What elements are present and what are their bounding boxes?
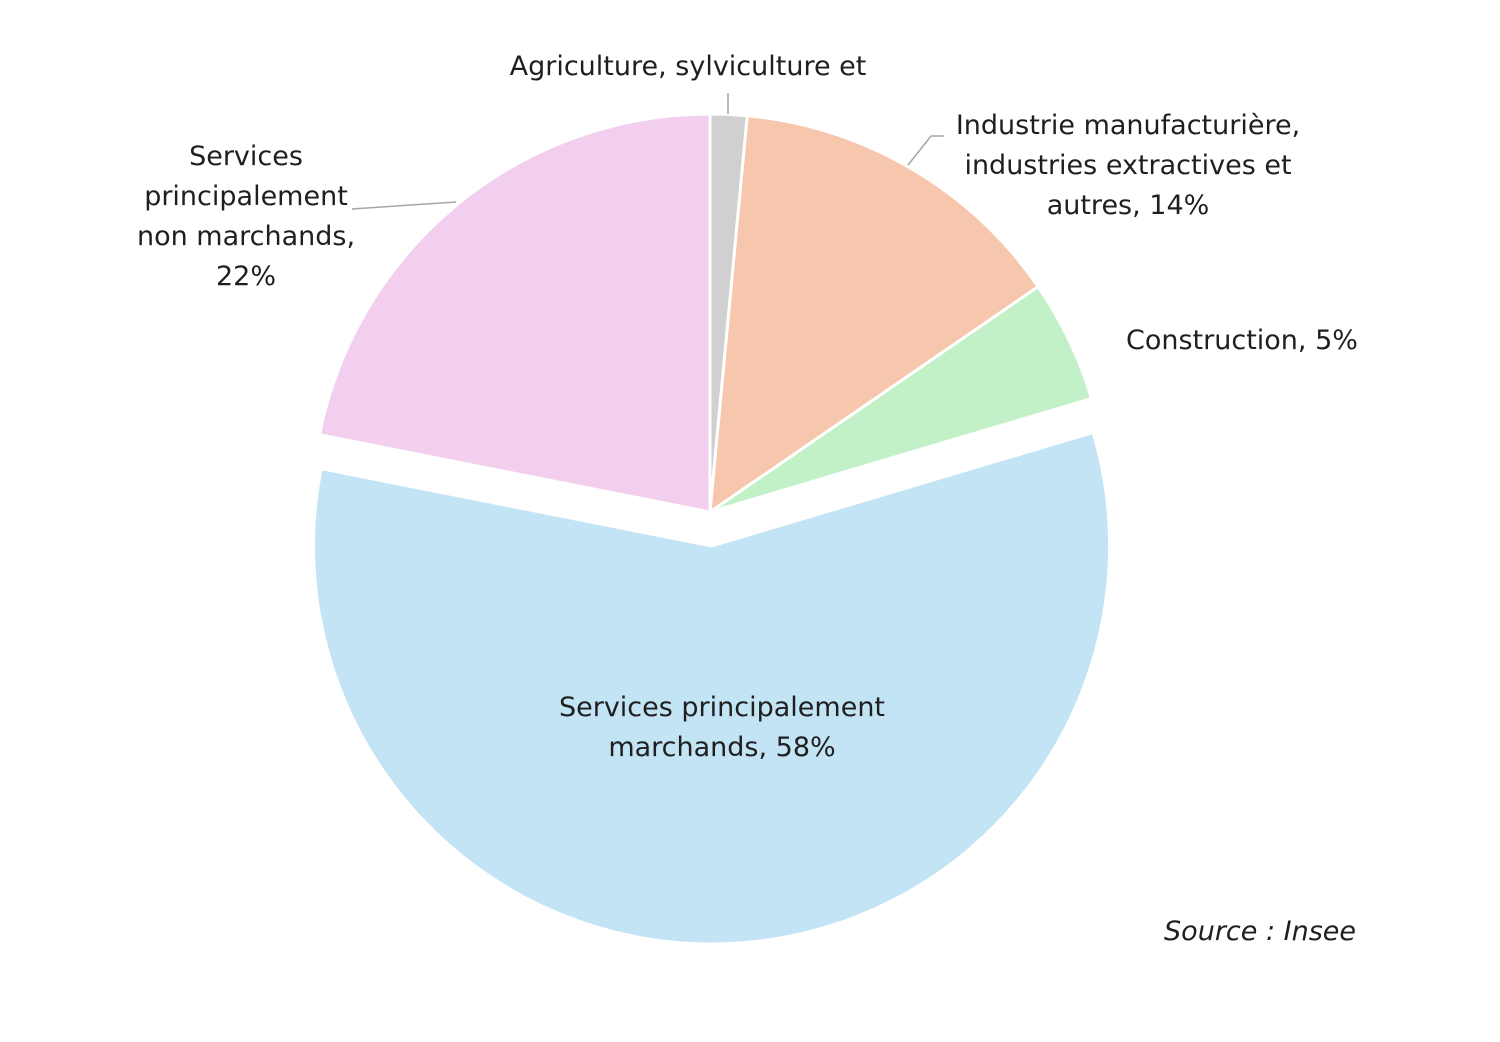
slice-label-3: Construction, 5% xyxy=(1126,325,1358,356)
leader-lines xyxy=(351,93,944,210)
slice-label-1: Agriculture, sylviculture et xyxy=(510,51,867,82)
slice-label-line: Services xyxy=(189,141,303,172)
pie-slices xyxy=(312,112,1112,946)
slice-label-line: 22% xyxy=(216,261,276,292)
leader-line-2 xyxy=(907,135,944,166)
slice-label-line: Agriculture, sylviculture et xyxy=(510,51,867,82)
slice-label-line: Construction, 5% xyxy=(1126,325,1358,356)
leader-line-5 xyxy=(351,201,457,210)
slice-label-line: Industrie manufacturière, xyxy=(956,110,1300,141)
slice-label-line: autres, 14% xyxy=(1047,190,1210,221)
slice-label-line: marchands, 58% xyxy=(608,732,835,763)
pie-slice-4 xyxy=(312,430,1112,946)
slice-label-4: Services principalement marchands, 58% xyxy=(559,692,885,763)
pie-slice-2 xyxy=(708,114,1041,516)
pie-slice-3 xyxy=(709,284,1094,514)
pie-slice-5 xyxy=(317,112,712,514)
source-note: Source : Insee xyxy=(1164,916,1356,947)
slice-label-line: Services principalement xyxy=(559,692,885,723)
slice-label-2: Industrie manufacturière, industries extr… xyxy=(956,110,1300,221)
slice-label-line: principalement xyxy=(144,181,348,212)
slice-label-line: industries extractives et xyxy=(964,150,1291,181)
slice-label-5: Services principalement non marchands, 22% xyxy=(137,141,355,292)
slice-labels: Agriculture, sylviculture et Industrie ma… xyxy=(137,51,1358,763)
slice-label-line: non marchands, xyxy=(137,221,355,252)
